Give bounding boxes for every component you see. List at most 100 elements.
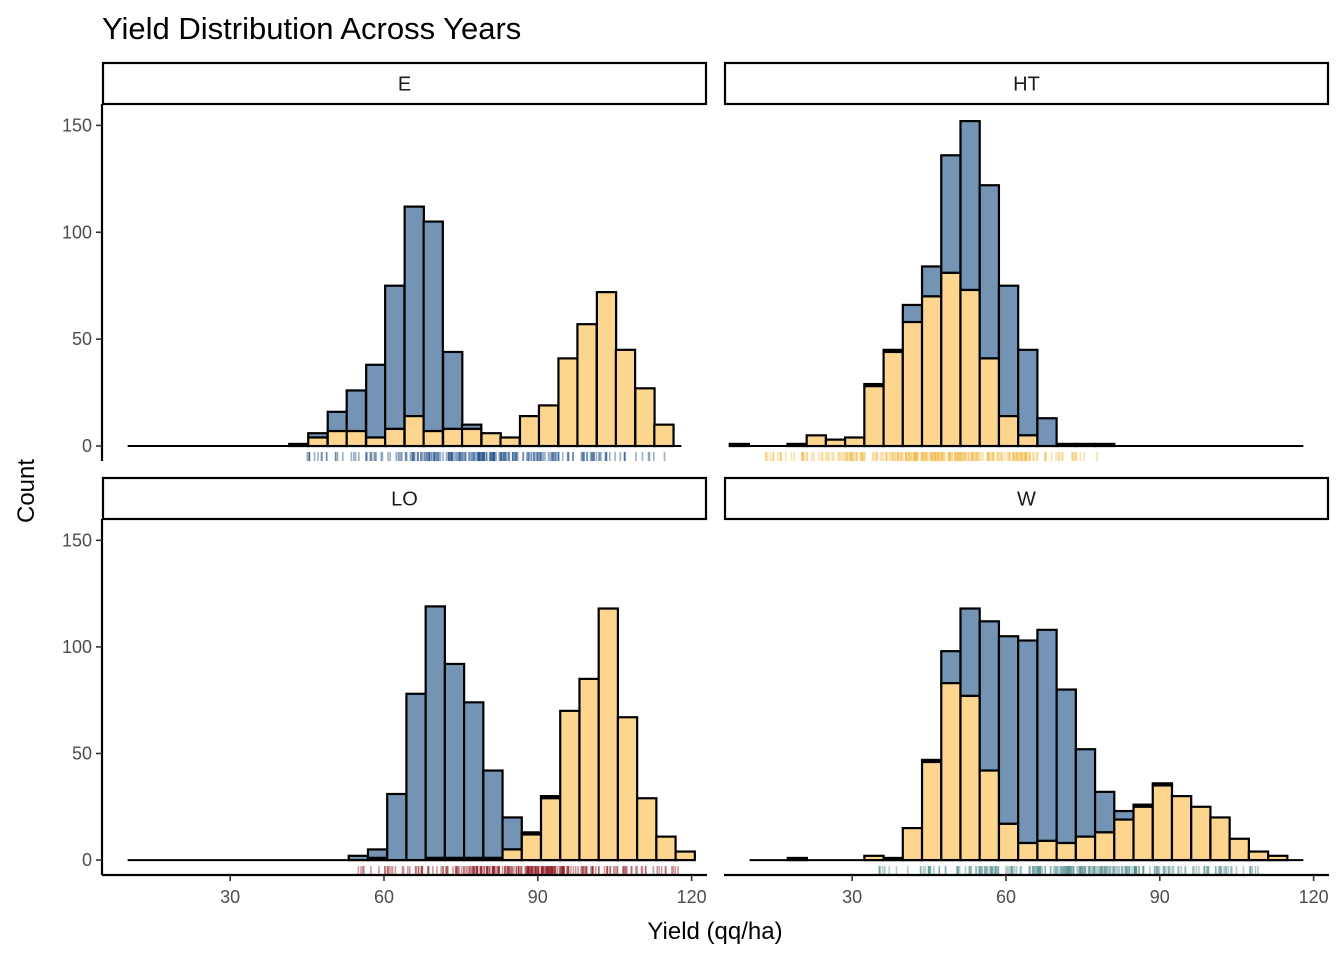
x-axis-title: Yield (qq/ha) — [647, 918, 782, 945]
histogram-bar-bottom — [940, 271, 962, 448]
histogram-bar-bottom — [1132, 805, 1154, 862]
histogram-bar-bottom — [443, 856, 466, 862]
x-tick-label: 30 — [220, 887, 240, 907]
histogram-bar-bottom — [882, 856, 904, 862]
histogram-bar-bottom — [844, 436, 866, 448]
histogram-bar-top — [345, 389, 368, 433]
histogram-bar-top — [366, 848, 389, 860]
histogram-bar-bottom — [460, 427, 483, 448]
facet-strip-label: E — [398, 74, 411, 96]
facet-strip — [101, 476, 708, 521]
histogram-bar-bottom — [920, 760, 943, 862]
histogram-bar-bottom — [978, 357, 1001, 448]
histogram-bar-bottom — [595, 291, 618, 448]
x-tick-label: 90 — [528, 887, 548, 907]
histogram-bar-bottom — [1190, 805, 1212, 862]
y-tick-label: 150 — [62, 530, 92, 550]
histogram-bar-top — [1074, 442, 1097, 448]
y-axis-title: Count — [13, 459, 40, 523]
histogram-bar-bottom — [365, 436, 387, 448]
histogram-bar-top — [901, 303, 924, 324]
facet-strip — [101, 61, 708, 106]
histogram-bar-bottom — [576, 323, 598, 448]
histogram-bar-top — [1093, 442, 1116, 448]
histogram-bar-bottom — [482, 856, 504, 862]
histogram-bar-top — [424, 605, 446, 860]
histogram-bar-top — [1055, 688, 1077, 845]
histogram-bar-bottom — [1228, 837, 1250, 862]
histogram-bar-bottom — [1055, 841, 1077, 862]
histogram-bar-top — [347, 854, 370, 862]
histogram-bar-bottom — [1017, 841, 1039, 862]
histogram-bar-top — [959, 607, 981, 698]
histogram-bar-top — [1093, 790, 1116, 834]
histogram-bar-bottom — [424, 856, 446, 862]
histogram-bar-bottom — [1267, 854, 1289, 862]
histogram-bar-bottom — [959, 694, 981, 862]
histogram-bar-bottom — [559, 709, 581, 862]
rug-marks — [357, 866, 679, 876]
histogram-bar-bottom — [537, 404, 560, 448]
histogram-bar-top — [1036, 628, 1058, 842]
histogram-bar-bottom — [1170, 795, 1193, 862]
y-tick-label: 50 — [72, 743, 92, 763]
histogram-bar-bottom — [1074, 835, 1097, 862]
histogram-bar-bottom — [1151, 784, 1174, 862]
histogram-bar-bottom — [959, 288, 981, 448]
histogram-bar-bottom — [863, 854, 885, 862]
histogram-bar-bottom — [634, 387, 656, 448]
histogram-bar-top — [940, 650, 962, 685]
histogram-bar-top — [997, 284, 1020, 418]
facet-strip — [723, 61, 1330, 106]
histogram-bar-top — [441, 350, 464, 431]
facet-strip-label: W — [1017, 489, 1036, 511]
histogram-bar-bottom — [997, 822, 1020, 862]
histogram-bar-top — [1074, 748, 1097, 838]
histogram-bar-bottom — [824, 438, 847, 448]
histogram-bar-top — [365, 363, 387, 439]
histogram-bar-bottom — [463, 856, 485, 862]
histogram-bar-bottom — [1209, 816, 1231, 862]
histogram-bar-top — [384, 284, 406, 431]
histogram-bar-top — [501, 816, 523, 851]
facet-panel-lo: LO 0 50 100 150 30 60 90 120 — [62, 476, 708, 907]
histogram-bar-bottom — [366, 856, 389, 862]
chart-title: Yield Distribution Across Years — [102, 11, 521, 46]
rug-marks — [306, 452, 666, 462]
x-tick-label: 30 — [842, 887, 862, 907]
histogram-bar-top — [1055, 442, 1077, 448]
rug-marks — [878, 866, 1259, 876]
histogram-bar-bottom — [1247, 850, 1270, 862]
facet-panels: E 0 50 100 150 HT LO 0 50 100 150 30 60 90 120 W 30 60 90 1… — [62, 61, 1330, 907]
histogram-bar-top — [940, 154, 962, 274]
histogram-bar-bottom — [1036, 839, 1058, 862]
histogram-bar-bottom — [384, 427, 406, 448]
histogram-bar-bottom — [403, 415, 425, 448]
histogram-bar-top — [386, 792, 408, 862]
x-tick-label: 120 — [677, 887, 707, 907]
histogram-bar-bottom — [616, 716, 639, 862]
histogram-bar-top — [288, 442, 310, 448]
histogram-bar-top — [1036, 417, 1058, 448]
histogram-bar-top — [405, 692, 427, 862]
histogram-bar-top — [463, 701, 485, 860]
histogram-bar-bottom — [863, 385, 885, 448]
histogram-bar-bottom — [307, 436, 329, 448]
histogram-bar-top — [326, 410, 349, 433]
histogram-bar-bottom — [480, 432, 502, 448]
histogram-bar-bottom — [728, 442, 751, 448]
histogram-bar-bottom — [1017, 434, 1039, 448]
histogram-bar-bottom — [557, 357, 579, 448]
histogram-bar-top — [482, 769, 504, 860]
histogram-bar-bottom — [578, 677, 600, 862]
x-tick-label: 60 — [996, 887, 1016, 907]
histogram-bar-top — [1017, 348, 1039, 437]
histogram-bar-top — [403, 205, 425, 418]
histogram-bar-bottom — [882, 350, 904, 448]
facet-panel-e: E 0 50 100 150 — [62, 61, 708, 462]
histogram-bar-top — [443, 662, 466, 860]
y-tick-label: 50 — [72, 329, 92, 349]
facet-panel-w: W 30 60 90 120 — [723, 476, 1330, 907]
histogram-bar-bottom — [901, 320, 924, 448]
histogram-bar-top — [1017, 639, 1039, 845]
